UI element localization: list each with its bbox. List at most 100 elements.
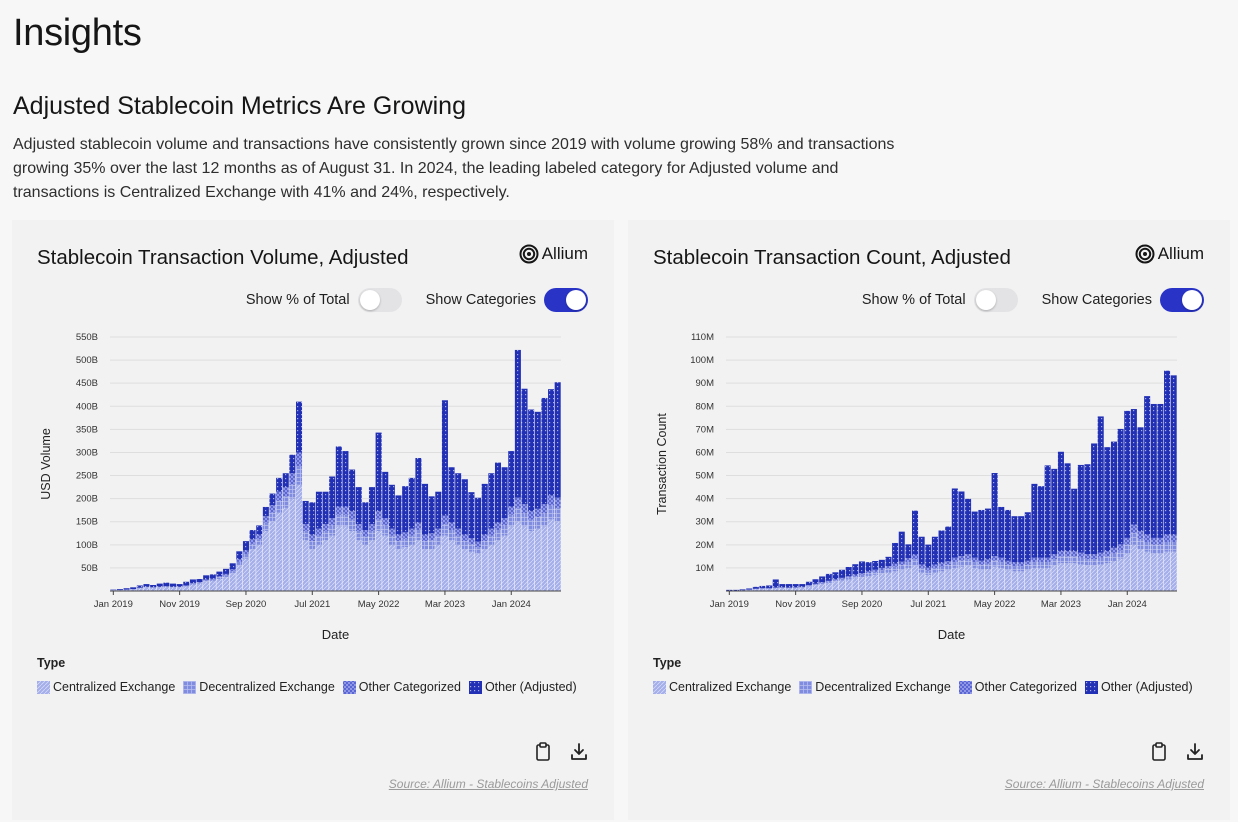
bar-segment[interactable] bbox=[415, 457, 422, 523]
bar-segment[interactable] bbox=[349, 519, 356, 531]
bar-segment[interactable] bbox=[938, 566, 945, 572]
bar-segment[interactable] bbox=[223, 568, 230, 574]
bar-segment[interactable] bbox=[282, 507, 289, 591]
bar-segment[interactable] bbox=[1130, 544, 1137, 591]
bar-segment[interactable] bbox=[163, 582, 170, 587]
bar-segment[interactable] bbox=[269, 493, 276, 506]
bar-segment[interactable] bbox=[839, 580, 846, 591]
bar-segment[interactable] bbox=[355, 540, 362, 591]
bar-segment[interactable] bbox=[912, 510, 919, 555]
bar-segment[interactable] bbox=[739, 589, 746, 591]
bar-segment[interactable] bbox=[289, 498, 296, 591]
bar-segment[interactable] bbox=[998, 557, 1005, 563]
bar-segment[interactable] bbox=[905, 567, 912, 591]
bar-segment[interactable] bbox=[892, 566, 899, 572]
bar-segment[interactable] bbox=[282, 496, 289, 508]
bar-segment[interactable] bbox=[752, 589, 759, 591]
bar-segment[interactable] bbox=[329, 518, 336, 526]
bar-segment[interactable] bbox=[422, 534, 429, 542]
bar-segment[interactable] bbox=[925, 574, 932, 591]
bar-segment[interactable] bbox=[130, 589, 137, 591]
bar-segment[interactable] bbox=[1071, 563, 1078, 591]
bar-segment[interactable] bbox=[163, 586, 170, 591]
bar-segment[interactable] bbox=[931, 567, 938, 573]
bar-segment[interactable] bbox=[481, 541, 488, 550]
bar-segment[interactable] bbox=[1117, 544, 1124, 551]
bar-segment[interactable] bbox=[998, 506, 1005, 558]
bar-segment[interactable] bbox=[223, 573, 230, 576]
bar-segment[interactable] bbox=[256, 544, 263, 591]
bar-segment[interactable] bbox=[1044, 562, 1051, 568]
bar-segment[interactable] bbox=[461, 549, 468, 591]
bar-segment[interactable] bbox=[1057, 551, 1064, 557]
bar-segment[interactable] bbox=[865, 575, 872, 591]
bar-segment[interactable] bbox=[203, 575, 210, 580]
bar-segment[interactable] bbox=[249, 549, 256, 591]
bar-segment[interactable] bbox=[991, 560, 998, 567]
bar-segment[interactable] bbox=[508, 506, 515, 515]
bar-segment[interactable] bbox=[289, 484, 296, 499]
bar-segment[interactable] bbox=[1150, 403, 1157, 538]
bar-segment[interactable] bbox=[494, 462, 502, 523]
bar-segment[interactable] bbox=[1071, 551, 1078, 557]
bar-segment[interactable] bbox=[302, 530, 309, 541]
bar-segment[interactable] bbox=[415, 522, 422, 531]
bar-segment[interactable] bbox=[422, 541, 429, 550]
bar-segment[interactable] bbox=[912, 554, 919, 560]
bar-segment[interactable] bbox=[435, 491, 442, 529]
bar-segment[interactable] bbox=[315, 535, 322, 545]
bar-segment[interactable] bbox=[839, 578, 846, 581]
bar-segment[interactable] bbox=[1031, 557, 1038, 563]
bar-segment[interactable] bbox=[912, 565, 919, 591]
bar-segment[interactable] bbox=[475, 554, 482, 591]
bar-segment[interactable] bbox=[1004, 570, 1011, 591]
bar-segment[interactable] bbox=[176, 587, 183, 591]
bar-segment[interactable] bbox=[825, 573, 832, 581]
bar-segment[interactable] bbox=[1051, 565, 1058, 591]
bar-segment[interactable] bbox=[971, 562, 978, 568]
legend-item[interactable]: Other (Adjusted) bbox=[1084, 680, 1193, 694]
bar-segment[interactable] bbox=[368, 540, 375, 591]
bar-segment[interactable] bbox=[799, 587, 806, 591]
bar-segment[interactable] bbox=[435, 528, 442, 536]
bar-segment[interactable] bbox=[223, 577, 230, 591]
bar-segment[interactable] bbox=[858, 577, 865, 591]
bar-segment[interactable] bbox=[395, 534, 402, 542]
bar-segment[interactable] bbox=[508, 514, 515, 527]
bar-segment[interactable] bbox=[196, 578, 203, 583]
bar-segment[interactable] bbox=[1157, 544, 1164, 555]
bar-segment[interactable] bbox=[468, 492, 475, 539]
bar-segment[interactable] bbox=[991, 566, 998, 591]
bar-segment[interactable] bbox=[322, 530, 329, 541]
bar-segment[interactable] bbox=[521, 388, 528, 505]
bar-segment[interactable] bbox=[329, 535, 336, 591]
bar-segment[interactable] bbox=[892, 563, 899, 567]
bar-segment[interactable] bbox=[1097, 552, 1104, 558]
bar-segment[interactable] bbox=[832, 572, 839, 580]
bar-segment[interactable] bbox=[1024, 560, 1031, 565]
bar-segment[interactable] bbox=[958, 556, 965, 561]
bar-segment[interactable] bbox=[951, 557, 958, 563]
bar-segment[interactable] bbox=[322, 540, 329, 591]
bar-segment[interactable] bbox=[1150, 537, 1157, 545]
bar-segment[interactable] bbox=[865, 571, 872, 574]
bar-segment[interactable] bbox=[242, 558, 249, 591]
bar-segment[interactable] bbox=[832, 580, 839, 582]
bar-segment[interactable] bbox=[898, 531, 905, 562]
bar-segment[interactable] bbox=[885, 572, 892, 591]
bar-segment[interactable] bbox=[746, 589, 753, 591]
bar-segment[interactable] bbox=[799, 584, 806, 587]
bar-segment[interactable] bbox=[892, 571, 899, 591]
bar-segment[interactable] bbox=[262, 506, 269, 517]
bar-segment[interactable] bbox=[541, 504, 548, 514]
bar-segment[interactable] bbox=[1137, 427, 1144, 532]
bar-segment[interactable] bbox=[1064, 563, 1071, 591]
bar-segment[interactable] bbox=[1150, 554, 1157, 591]
bar-segment[interactable] bbox=[475, 547, 482, 555]
bar-segment[interactable] bbox=[494, 522, 502, 531]
bar-segment[interactable] bbox=[812, 579, 819, 584]
bar-segment[interactable] bbox=[925, 570, 932, 575]
bar-segment[interactable] bbox=[289, 473, 296, 485]
bar-segment[interactable] bbox=[355, 530, 362, 541]
bar-segment[interactable] bbox=[1051, 468, 1058, 555]
